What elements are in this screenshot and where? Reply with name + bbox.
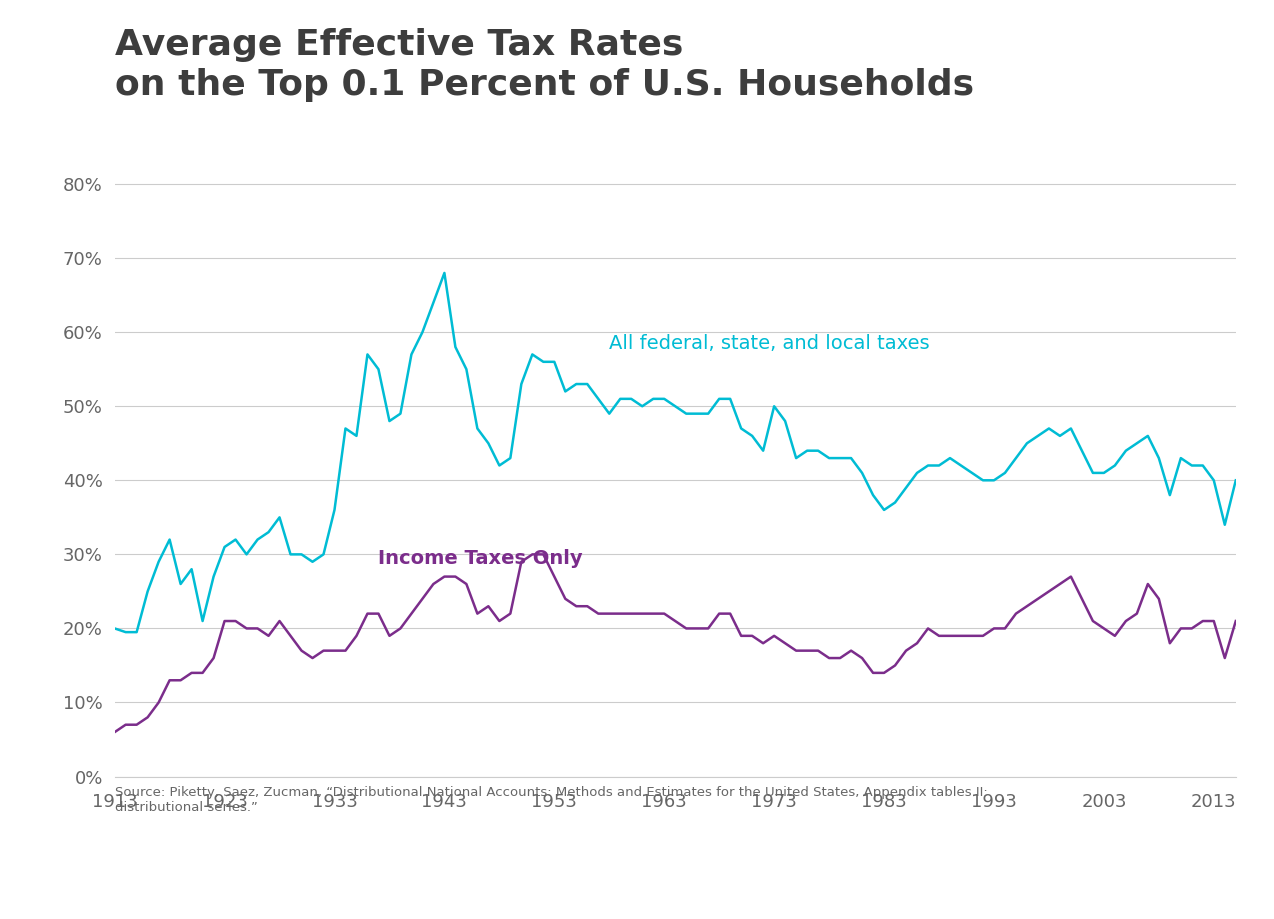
Text: Source: Piketty, Saez, Zucman, “Distributional National Accounts: Methods and Es: Source: Piketty, Saez, Zucman, “Distribu…	[115, 786, 987, 813]
Text: Income Taxes Only: Income Taxes Only	[378, 549, 583, 568]
Text: Average Effective Tax Rates
on the Top 0.1 Percent of U.S. Households: Average Effective Tax Rates on the Top 0…	[115, 28, 973, 102]
Text: @TaxFoundation: @TaxFoundation	[1103, 876, 1251, 893]
Text: All federal, state, and local taxes: All federal, state, and local taxes	[609, 334, 930, 353]
Text: TAX FOUNDATION: TAX FOUNDATION	[23, 875, 217, 894]
